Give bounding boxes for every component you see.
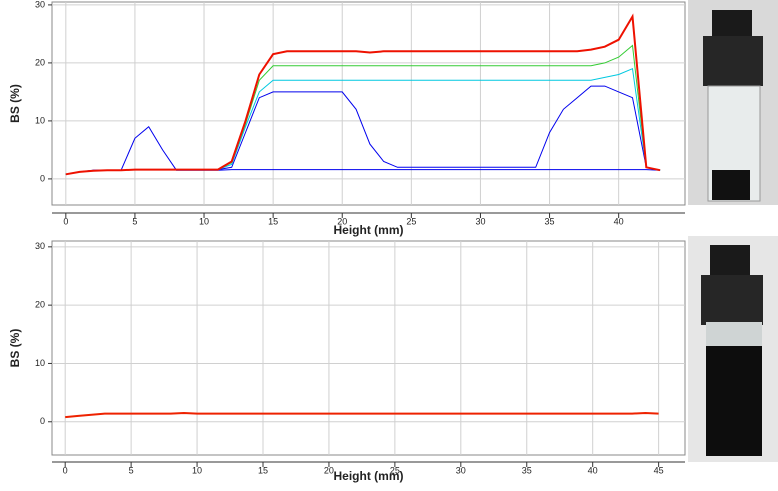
x-tick-label: 40	[614, 216, 624, 226]
x-tick-label: 10	[192, 465, 202, 475]
y-tick-label: 0	[40, 173, 45, 183]
x-tick-label: 35	[545, 216, 555, 226]
x-tick-label: 5	[129, 465, 134, 475]
x-tick-label: 45	[654, 465, 664, 475]
x-axis-label: Height (mm)	[334, 469, 404, 483]
plot-area	[51, 1, 686, 206]
x-axis-label: Height (mm)	[334, 223, 404, 237]
x-tick-label: 30	[456, 465, 466, 475]
y-tick-label: 30	[35, 241, 45, 251]
x-tick-label: 15	[258, 465, 268, 475]
y-tick-label: 10	[35, 358, 45, 368]
x-tick-label: 20	[337, 216, 347, 226]
photo-top	[688, 0, 778, 205]
x-tick-label: 40	[588, 465, 598, 475]
x-tick-label: 20	[324, 465, 334, 475]
data-line	[65, 13, 661, 176]
y-tick-label: 30	[35, 0, 45, 9]
plot-area	[51, 240, 686, 456]
y-tick-label: 20	[35, 300, 45, 310]
y-axis-label: BS (%)	[8, 329, 22, 368]
x-tick-label: 25	[390, 465, 400, 475]
x-tick-label: 35	[522, 465, 532, 475]
y-tick-label: 20	[35, 57, 45, 67]
data-line	[65, 411, 659, 419]
x-tick-label: 5	[132, 216, 137, 226]
photo-bottom	[688, 236, 778, 462]
x-tick-label: 25	[406, 216, 416, 226]
y-tick-label: 0	[40, 416, 45, 426]
x-tick-label: 10	[199, 216, 209, 226]
data-line	[65, 125, 661, 175]
x-tick-label: 0	[63, 216, 68, 226]
y-tick-label: 10	[35, 115, 45, 125]
x-tick-label: 15	[268, 216, 278, 226]
y-axis-label: BS (%)	[8, 84, 22, 123]
x-tick-label: 30	[475, 216, 485, 226]
x-tick-label: 0	[63, 465, 68, 475]
